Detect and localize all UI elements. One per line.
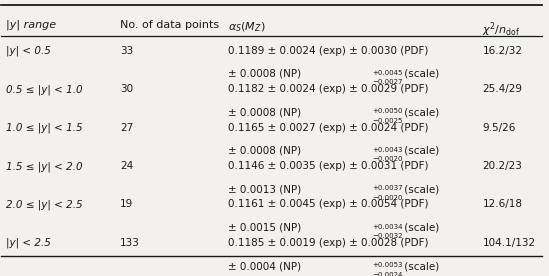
Text: 2.0 ≤ |y| < 2.5: 2.0 ≤ |y| < 2.5 <box>6 200 83 210</box>
Text: ± 0.0015 (NP): ± 0.0015 (NP) <box>228 222 301 233</box>
Text: 0.1182 ± 0.0024 (exp) ± 0.0029 (PDF): 0.1182 ± 0.0024 (exp) ± 0.0029 (PDF) <box>228 84 429 94</box>
Text: ± 0.0013 (NP): ± 0.0013 (NP) <box>228 184 301 194</box>
Text: +0.0043: +0.0043 <box>373 147 403 153</box>
Text: (scale): (scale) <box>401 146 440 156</box>
Text: (scale): (scale) <box>401 69 440 79</box>
Text: 19: 19 <box>120 200 133 209</box>
Text: $\chi^2/n_\mathrm{dof}$: $\chi^2/n_\mathrm{dof}$ <box>483 20 520 39</box>
Text: −0.0020: −0.0020 <box>373 195 403 201</box>
Text: 24: 24 <box>120 161 133 171</box>
Text: $\alpha_S(M_Z)$: $\alpha_S(M_Z)$ <box>228 20 266 33</box>
Text: +0.0034: +0.0034 <box>373 224 403 230</box>
Text: (scale): (scale) <box>401 222 440 233</box>
Text: 12.6/18: 12.6/18 <box>483 200 523 209</box>
Text: 16.2/32: 16.2/32 <box>483 46 523 55</box>
Text: +0.0053: +0.0053 <box>373 262 403 268</box>
Text: 1.0 ≤ |y| < 1.5: 1.0 ≤ |y| < 1.5 <box>6 123 83 133</box>
Text: −0.0020: −0.0020 <box>373 156 403 162</box>
Text: −0.0025: −0.0025 <box>373 118 403 124</box>
Text: −0.0024: −0.0024 <box>373 272 403 276</box>
Text: −0.0027: −0.0027 <box>373 79 403 86</box>
Text: 104.1/132: 104.1/132 <box>483 238 536 248</box>
Text: +0.0045: +0.0045 <box>373 70 403 76</box>
Text: 30: 30 <box>120 84 133 94</box>
Text: 33: 33 <box>120 46 133 55</box>
Text: ± 0.0008 (NP): ± 0.0008 (NP) <box>228 146 301 156</box>
Text: (scale): (scale) <box>401 107 440 117</box>
Text: |y| < 2.5: |y| < 2.5 <box>6 238 51 248</box>
Text: +0.0050: +0.0050 <box>373 108 403 115</box>
Text: (scale): (scale) <box>401 261 440 271</box>
Text: 1.5 ≤ |y| < 2.0: 1.5 ≤ |y| < 2.0 <box>6 161 83 171</box>
Text: 9.5/26: 9.5/26 <box>483 123 516 132</box>
Text: 0.5 ≤ |y| < 1.0: 0.5 ≤ |y| < 1.0 <box>6 84 83 95</box>
Text: ± 0.0008 (NP): ± 0.0008 (NP) <box>228 107 301 117</box>
Text: |y| range: |y| range <box>6 20 56 30</box>
Text: 0.1146 ± 0.0035 (exp) ± 0.0031 (PDF): 0.1146 ± 0.0035 (exp) ± 0.0031 (PDF) <box>228 161 429 171</box>
Text: 0.1185 ± 0.0019 (exp) ± 0.0028 (PDF): 0.1185 ± 0.0019 (exp) ± 0.0028 (PDF) <box>228 238 429 248</box>
Text: (scale): (scale) <box>401 184 440 194</box>
Text: 20.2/23: 20.2/23 <box>483 161 522 171</box>
Text: 0.1189 ± 0.0024 (exp) ± 0.0030 (PDF): 0.1189 ± 0.0024 (exp) ± 0.0030 (PDF) <box>228 46 428 55</box>
Text: No. of data points: No. of data points <box>120 20 219 30</box>
Text: 27: 27 <box>120 123 133 132</box>
Text: 0.1165 ± 0.0027 (exp) ± 0.0024 (PDF): 0.1165 ± 0.0027 (exp) ± 0.0024 (PDF) <box>228 123 429 132</box>
Text: |y| < 0.5: |y| < 0.5 <box>6 46 51 56</box>
Text: ± 0.0008 (NP): ± 0.0008 (NP) <box>228 69 301 79</box>
Text: 0.1161 ± 0.0045 (exp) ± 0.0054 (PDF): 0.1161 ± 0.0045 (exp) ± 0.0054 (PDF) <box>228 200 429 209</box>
Text: −0.0032: −0.0032 <box>373 233 403 239</box>
Text: ± 0.0004 (NP): ± 0.0004 (NP) <box>228 261 301 271</box>
Text: 25.4/29: 25.4/29 <box>483 84 523 94</box>
Text: 133: 133 <box>120 238 139 248</box>
Text: +0.0037: +0.0037 <box>373 185 403 191</box>
